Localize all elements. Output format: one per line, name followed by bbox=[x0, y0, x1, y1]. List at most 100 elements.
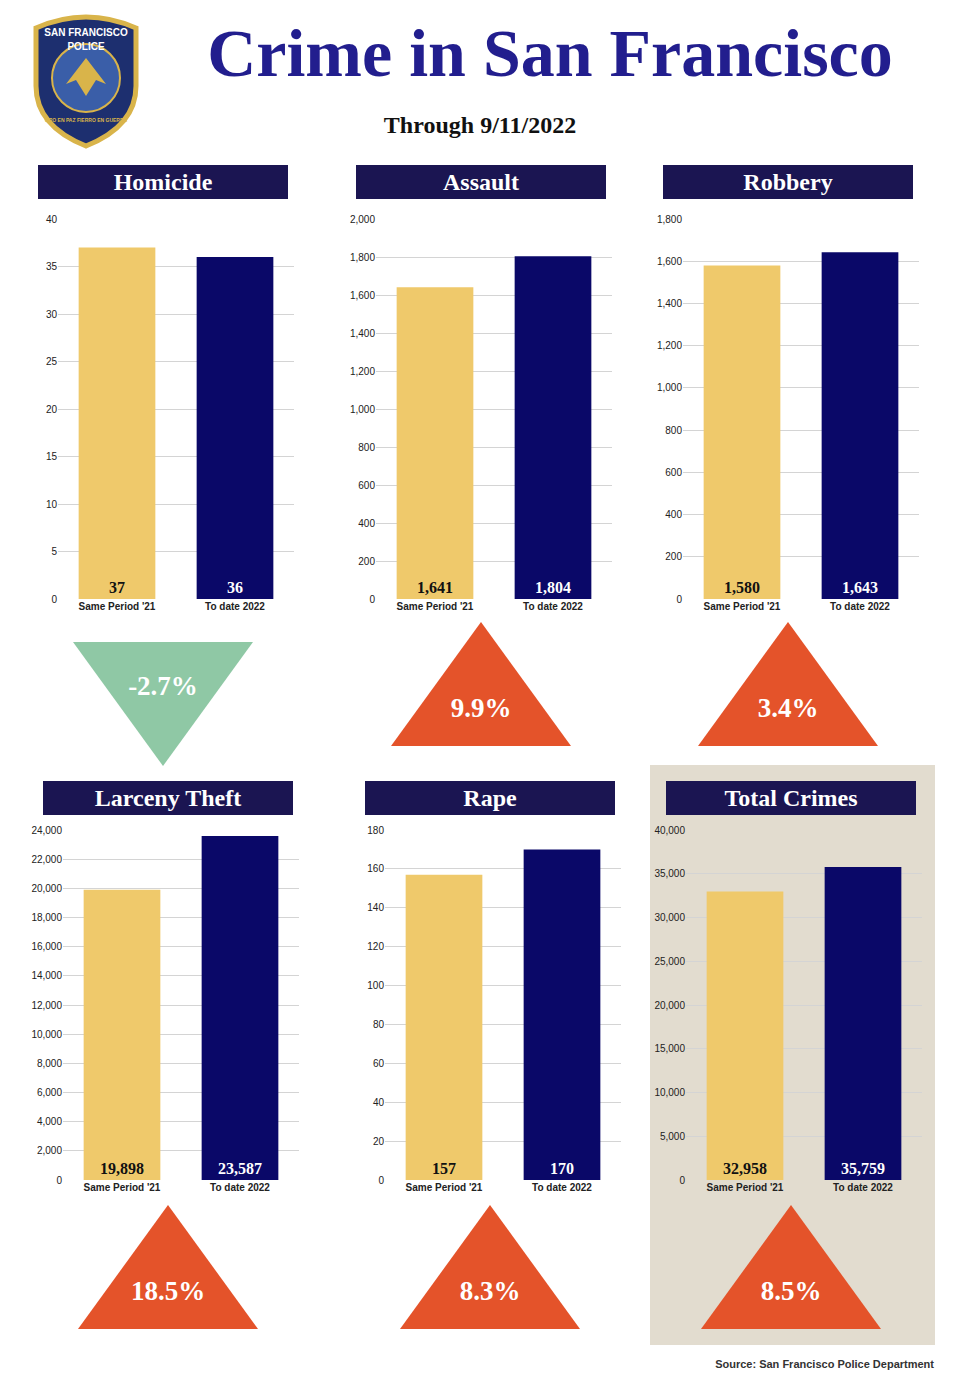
svg-text:60: 60 bbox=[373, 1058, 385, 1069]
svg-text:600: 600 bbox=[665, 467, 682, 478]
svg-text:10: 10 bbox=[46, 499, 58, 510]
svg-text:170: 170 bbox=[550, 1160, 574, 1177]
svg-text:0: 0 bbox=[676, 594, 682, 605]
svg-text:1,643: 1,643 bbox=[842, 579, 878, 596]
svg-text:14,000: 14,000 bbox=[31, 970, 62, 981]
svg-text:20: 20 bbox=[373, 1136, 385, 1147]
svg-text:800: 800 bbox=[358, 442, 375, 453]
svg-text:To date 2022: To date 2022 bbox=[532, 1182, 592, 1193]
svg-text:20,000: 20,000 bbox=[31, 883, 62, 894]
svg-text:3.4%: 3.4% bbox=[758, 693, 819, 723]
svg-text:1,400: 1,400 bbox=[350, 328, 375, 339]
svg-text:1,800: 1,800 bbox=[350, 252, 375, 263]
svg-text:600: 600 bbox=[358, 480, 375, 491]
svg-text:24,000: 24,000 bbox=[31, 825, 62, 836]
svg-text:25: 25 bbox=[46, 356, 58, 367]
svg-text:35: 35 bbox=[46, 261, 58, 272]
svg-text:800: 800 bbox=[665, 425, 682, 436]
svg-text:1,600: 1,600 bbox=[657, 256, 682, 267]
svg-text:Same Period '21: Same Period '21 bbox=[406, 1182, 483, 1193]
svg-text:1,000: 1,000 bbox=[657, 382, 682, 393]
svg-text:To date 2022: To date 2022 bbox=[205, 601, 265, 612]
svg-text:80: 80 bbox=[373, 1019, 385, 1030]
svg-text:8.5%: 8.5% bbox=[761, 1276, 822, 1306]
svg-text:400: 400 bbox=[358, 518, 375, 529]
svg-text:22,000: 22,000 bbox=[31, 854, 62, 865]
svg-text:1,804: 1,804 bbox=[535, 579, 571, 596]
svg-text:4,000: 4,000 bbox=[37, 1116, 62, 1127]
svg-text:40: 40 bbox=[373, 1097, 385, 1108]
svg-text:1,580: 1,580 bbox=[724, 579, 760, 596]
svg-text:23,587: 23,587 bbox=[218, 1160, 262, 1177]
svg-text:8.3%: 8.3% bbox=[460, 1276, 521, 1306]
svg-text:0: 0 bbox=[56, 1175, 62, 1186]
svg-text:To date 2022: To date 2022 bbox=[833, 1182, 893, 1193]
svg-text:10,000: 10,000 bbox=[31, 1029, 62, 1040]
svg-text:1,600: 1,600 bbox=[350, 290, 375, 301]
svg-text:Same Period '21: Same Period '21 bbox=[704, 601, 781, 612]
svg-text:9.9%: 9.9% bbox=[451, 693, 512, 723]
svg-text:Same Period '21: Same Period '21 bbox=[84, 1182, 161, 1193]
svg-text:200: 200 bbox=[358, 556, 375, 567]
svg-text:1,400: 1,400 bbox=[657, 298, 682, 309]
svg-text:35,759: 35,759 bbox=[841, 1160, 885, 1177]
svg-text:30: 30 bbox=[46, 309, 58, 320]
svg-text:POLICE: POLICE bbox=[67, 41, 105, 52]
svg-text:Same Period '21: Same Period '21 bbox=[79, 601, 156, 612]
svg-text:0: 0 bbox=[679, 1175, 685, 1186]
svg-text:19,898: 19,898 bbox=[100, 1160, 144, 1177]
svg-text:15,000: 15,000 bbox=[654, 1043, 685, 1054]
svg-text:12,000: 12,000 bbox=[31, 1000, 62, 1011]
svg-text:6,000: 6,000 bbox=[37, 1087, 62, 1098]
svg-text:25,000: 25,000 bbox=[654, 956, 685, 967]
svg-text:37: 37 bbox=[109, 579, 125, 596]
svg-text:5,000: 5,000 bbox=[660, 1131, 685, 1142]
svg-text:20: 20 bbox=[46, 404, 58, 415]
svg-text:2,000: 2,000 bbox=[350, 214, 375, 225]
svg-text:120: 120 bbox=[367, 941, 384, 952]
svg-text:40: 40 bbox=[46, 214, 58, 225]
svg-text:140: 140 bbox=[367, 902, 384, 913]
svg-text:160: 160 bbox=[367, 863, 384, 874]
svg-text:1,200: 1,200 bbox=[350, 366, 375, 377]
svg-text:18,000: 18,000 bbox=[31, 912, 62, 923]
svg-text:To date 2022: To date 2022 bbox=[210, 1182, 270, 1193]
svg-text:1,200: 1,200 bbox=[657, 340, 682, 351]
svg-text:0: 0 bbox=[51, 594, 57, 605]
svg-text:20,000: 20,000 bbox=[654, 1000, 685, 1011]
html-text:Crime in San Francisco: Crime in San Francisco bbox=[207, 15, 893, 91]
svg-text:0: 0 bbox=[369, 594, 375, 605]
svg-text:18.5%: 18.5% bbox=[131, 1276, 205, 1306]
svg-text:-2.7%: -2.7% bbox=[128, 671, 198, 701]
svg-text:1,641: 1,641 bbox=[417, 579, 453, 596]
html-text:Through 9/11/2022: Through 9/11/2022 bbox=[383, 112, 577, 138]
svg-text:Same Period '21: Same Period '21 bbox=[707, 1182, 784, 1193]
svg-text:180: 180 bbox=[367, 825, 384, 836]
html-text:Homicide: Homicide bbox=[113, 169, 213, 195]
svg-text:16,000: 16,000 bbox=[31, 941, 62, 952]
svg-text:35,000: 35,000 bbox=[654, 868, 685, 879]
svg-text:To date 2022: To date 2022 bbox=[830, 601, 890, 612]
svg-text:1,800: 1,800 bbox=[657, 214, 682, 225]
svg-text:ORO EN PAZ FIERRO EN GUERRA: ORO EN PAZ FIERRO EN GUERRA bbox=[45, 117, 128, 123]
svg-text:32,958: 32,958 bbox=[723, 1160, 767, 1177]
svg-text:5: 5 bbox=[51, 546, 57, 557]
svg-text:1,000: 1,000 bbox=[350, 404, 375, 415]
svg-text:Same Period '21: Same Period '21 bbox=[397, 601, 474, 612]
svg-text:100: 100 bbox=[367, 980, 384, 991]
html-text:Robbery: Robbery bbox=[743, 169, 833, 195]
svg-text:30,000: 30,000 bbox=[654, 912, 685, 923]
svg-text:200: 200 bbox=[665, 551, 682, 562]
svg-text:To date 2022: To date 2022 bbox=[523, 601, 583, 612]
svg-text:157: 157 bbox=[432, 1160, 456, 1177]
svg-text:8,000: 8,000 bbox=[37, 1058, 62, 1069]
svg-text:40,000: 40,000 bbox=[654, 825, 685, 836]
svg-text:0: 0 bbox=[378, 1175, 384, 1186]
svg-text:SAN FRANCISCO: SAN FRANCISCO bbox=[44, 27, 128, 38]
svg-text:2,000: 2,000 bbox=[37, 1145, 62, 1156]
svg-text:400: 400 bbox=[665, 509, 682, 520]
html-text:Assault: Assault bbox=[443, 169, 519, 195]
svg-text:15: 15 bbox=[46, 451, 58, 462]
svg-text:10,000: 10,000 bbox=[654, 1087, 685, 1098]
svg-text:36: 36 bbox=[227, 579, 243, 596]
